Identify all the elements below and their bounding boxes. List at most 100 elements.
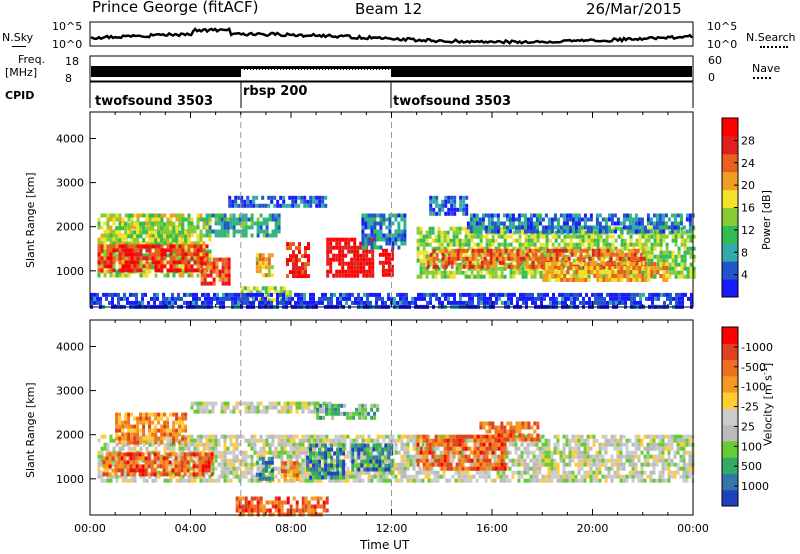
power-cell [510, 292, 513, 297]
power-cell [108, 300, 111, 305]
velocity-cell [352, 470, 356, 475]
power-cell [362, 265, 366, 270]
power-cell [341, 237, 345, 242]
power-cell [359, 253, 363, 258]
power-cell [605, 278, 609, 282]
power-cell [382, 237, 386, 242]
power-cell [109, 213, 113, 218]
power-cell [130, 221, 134, 226]
power-cell [350, 245, 354, 250]
power-cell [208, 237, 212, 242]
power-cell [371, 269, 375, 274]
power-cell [315, 195, 319, 200]
power-cell [689, 234, 693, 239]
velocity-cell [394, 462, 398, 467]
power-cell [489, 248, 493, 253]
power-cell [611, 246, 615, 251]
power-cell [365, 249, 369, 254]
power-cell [307, 242, 310, 247]
power-cell [534, 296, 537, 301]
power-cell [126, 296, 129, 301]
power-cell [441, 199, 445, 204]
power-cell [124, 234, 128, 239]
power-cell [106, 269, 110, 274]
power-cell [443, 274, 447, 279]
power-cell [483, 292, 486, 297]
power-cell [492, 256, 496, 261]
velocity-cell [223, 462, 227, 467]
velocity-cell [268, 474, 272, 479]
power-cell [205, 221, 209, 226]
power-cell [139, 225, 143, 230]
power-cell [142, 213, 146, 218]
velocity-cell [196, 442, 200, 447]
velocity-cell [199, 442, 203, 447]
power-cell [622, 217, 626, 222]
power-cell [390, 268, 394, 273]
power-cell [508, 213, 512, 218]
velocity-cell [232, 450, 236, 455]
power-cell [356, 253, 360, 258]
power-cell [403, 237, 407, 242]
power-cell [668, 266, 672, 271]
power-cell [471, 252, 475, 257]
power-cell [674, 242, 678, 247]
power-cell [206, 265, 210, 270]
velocity-cell [262, 466, 266, 471]
velocity-cell [442, 474, 446, 479]
power-cell [166, 244, 170, 249]
power-cell [402, 300, 405, 305]
power-cell [234, 300, 237, 305]
power-cell [329, 237, 333, 242]
power-cell [554, 234, 558, 239]
velocity-cell [229, 462, 233, 467]
power-cell [359, 269, 363, 274]
power-cell [90, 292, 93, 297]
power-cell [563, 234, 567, 239]
velocity-cell [376, 478, 380, 483]
power-cell [626, 230, 630, 235]
power-cell [252, 292, 255, 297]
power-cell [501, 252, 505, 257]
velocity-cell [238, 466, 242, 471]
power-cell [665, 254, 669, 259]
power-cell [221, 281, 225, 286]
power-cell [521, 250, 525, 255]
power-cell [513, 256, 517, 261]
power-cell [489, 252, 493, 257]
power-cell [391, 241, 395, 246]
power-cell [145, 213, 149, 218]
power-cell [124, 264, 128, 269]
power-cell [258, 298, 262, 303]
power-cell [641, 246, 645, 251]
power-cell [462, 300, 465, 305]
velocity-cell [244, 458, 248, 463]
power-cell [668, 270, 672, 275]
power-cell [136, 222, 140, 227]
power-cell [391, 237, 395, 242]
power-cell [493, 225, 497, 230]
power-cell [595, 217, 599, 222]
power-cell [488, 274, 492, 279]
velocity-cell [232, 474, 236, 479]
power-cell [551, 274, 555, 278]
velocity-cell [409, 474, 413, 479]
velocity-cell [241, 434, 245, 439]
power-cell [255, 257, 259, 262]
power-cell [224, 273, 228, 278]
power-cell [541, 225, 545, 230]
velocity-cell [235, 438, 239, 443]
power-cell [555, 256, 559, 261]
velocity-cell [475, 470, 479, 475]
power-cell [527, 234, 531, 239]
power-cell [382, 233, 386, 238]
power-cell [521, 266, 525, 271]
power-cell [403, 217, 407, 222]
power-cell [585, 248, 589, 253]
power-cell [587, 234, 591, 239]
power-cell [564, 248, 568, 253]
power-cell [347, 249, 351, 254]
power-cell [282, 286, 286, 291]
power-cell [203, 269, 207, 274]
power-cell [112, 221, 116, 226]
